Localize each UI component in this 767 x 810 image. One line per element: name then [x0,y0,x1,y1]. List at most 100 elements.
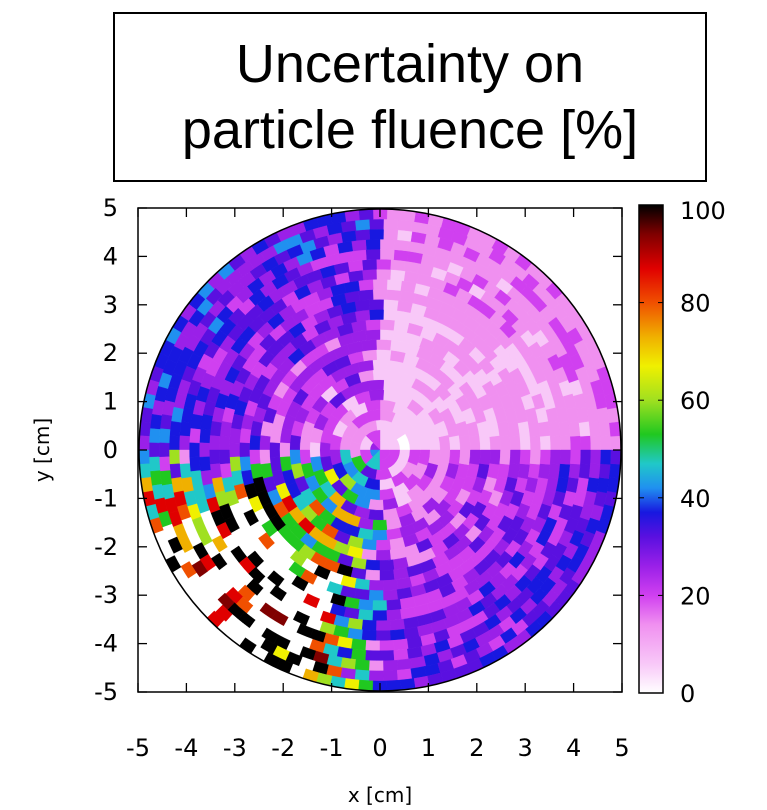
heatmap-cell [383,669,399,682]
heatmap-cell [383,299,399,311]
heatmap-cell [393,638,409,651]
heatmap-cell [365,238,381,250]
heatmap-cell [393,249,409,262]
heatmap-cell [458,434,471,451]
heatmap-cell [499,449,511,465]
heatmap-cell [448,449,461,466]
heatmap-cell [386,279,402,291]
heatmap-cell [168,449,180,465]
heatmap-cell [148,442,160,458]
heatmap-cell [199,442,210,458]
heatmap-cell [158,428,171,444]
heatmap-cell [368,509,385,521]
heatmap-cell [379,650,395,662]
heatmap-cell [354,219,370,231]
heatmap-cell [299,449,312,466]
heatmap-cell [386,289,402,301]
heatmap-cell [259,435,271,451]
y-tick-label: 3 [103,291,118,319]
colorbar-ticks [639,204,663,694]
heatmap-cell [389,269,406,282]
heatmap-cell [383,218,399,231]
heatmap-cell [386,679,402,691]
x-tick-label: -5 [126,734,150,762]
heatmap-cell [393,239,409,252]
colorbar [638,204,664,694]
heatmap-cell [369,228,384,240]
heatmap-cell [509,449,521,465]
heatmap-cell [361,619,377,631]
heatmap-cell [368,499,385,511]
heatmap-cell [239,442,250,458]
heatmap-cell [368,670,384,682]
heatmap-cell [549,435,562,451]
heatmap-cell [358,679,374,691]
heatmap-cell [600,449,612,465]
heatmap-cell [570,449,582,465]
heatmap-cell [139,435,150,451]
heatmap-cell [219,421,233,437]
heatmap-cell [479,449,491,465]
heatmap-cell [372,289,388,300]
heatmap-cell [396,219,413,232]
heatmap-cell [365,248,381,260]
heatmap-cell [379,329,395,341]
colorbar-tick-label: 80 [680,290,711,318]
heatmap-cell [361,548,377,561]
chart-title-box: Uncertainty on particle fluence [%] [113,12,707,182]
tick-marks [137,207,623,693]
heatmap-cell [549,449,562,465]
heatmap-cell [361,538,377,551]
heatmap-cell [347,259,364,273]
heatmap-cell [539,435,551,451]
heatmap-cell [379,319,395,331]
heatmap-cell [372,279,388,290]
heatmap-cell [588,463,601,479]
heatmap-cell [229,456,242,473]
heatmap-cell [365,640,381,652]
heatmap-cell [369,660,384,672]
x-tick-label: 0 [372,734,387,762]
heatmap-cell [383,579,399,591]
heatmap-cell [361,629,377,642]
heatmap-cell [358,289,374,301]
heatmap-cell [361,339,377,352]
heatmap-cell [368,299,384,311]
heatmap-cell [249,449,261,465]
heatmap-cell [159,470,173,486]
heatmap-cell [209,449,221,465]
heatmap-cell [368,309,384,321]
heatmap-cell [519,449,531,465]
heatmap-cell [354,588,371,601]
heatmap-cell [368,379,385,391]
heatmap-cell [239,456,252,472]
heatmap-cell [365,329,381,341]
heatmap-cell [188,442,200,458]
y-tick-label: 0 [103,436,118,464]
heatmap-cell [229,427,242,444]
heatmap-cell [372,600,388,611]
y-tick-label: -5 [94,678,118,706]
heatmap-cell [169,463,182,479]
heatmap-cell [548,463,561,479]
heatmap-cell [148,428,161,444]
heatmap-cell [178,435,190,451]
heatmap-cell [189,456,201,472]
heatmap-cell [383,589,399,601]
heatmap-cell [376,269,392,280]
heatmap-cell [368,389,385,401]
heatmap-cell [309,442,321,458]
colorbar-tick-label: 0 [680,680,695,708]
heatmap-cell [361,349,377,362]
heatmap-cell [383,309,399,321]
heatmap-cell [428,449,441,466]
heatmap-cell [289,449,302,466]
x-tick-label: 1 [421,734,436,762]
x-tick-label: 2 [469,734,484,762]
heatmap-cells [139,209,621,691]
heatmap-cell [199,456,211,472]
heatmap-cell [379,569,395,581]
heatmap-cell [354,309,371,322]
heatmap-cell [376,339,392,351]
heatmap-cell [538,463,551,480]
